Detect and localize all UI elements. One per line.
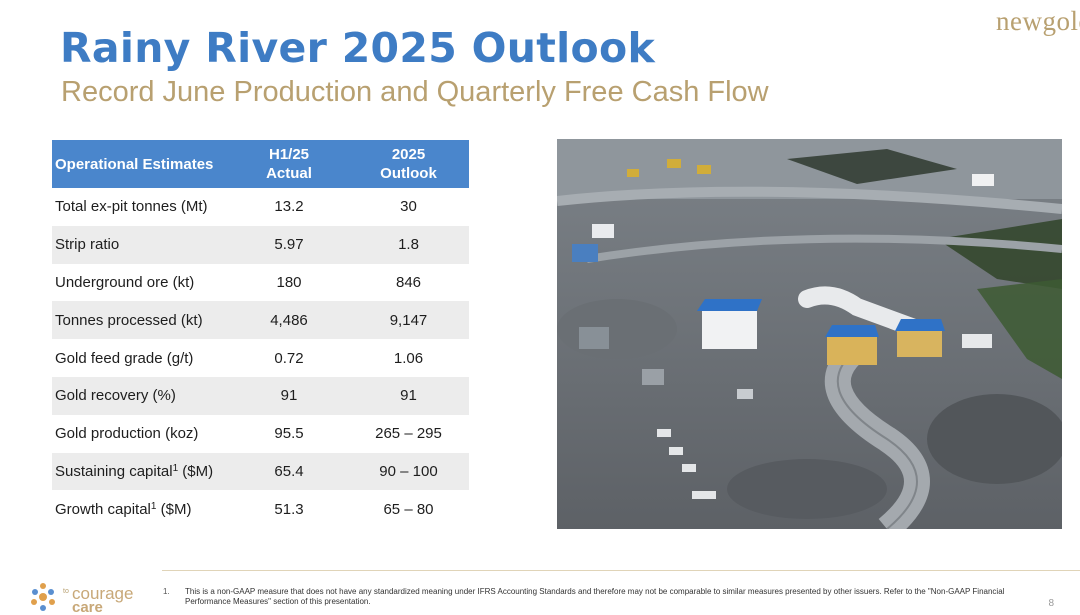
mine-site-illustration [557, 139, 1062, 529]
row-label: Gold feed grade (g/t) [52, 339, 230, 377]
footnote-text: This is a non-GAAP measure that does not… [185, 587, 1005, 606]
row-label: Strip ratio [52, 225, 230, 264]
header-label: Operational Estimates [55, 155, 214, 173]
row-label-text: Strip ratio [55, 236, 120, 254]
row-h1-actual: 91 [230, 376, 348, 415]
row-label: Gold production (koz) [52, 414, 230, 453]
table-row: Sustaining capital1 ($M) 65.4 90 – 100 [52, 452, 469, 491]
row-label-text: Sustaining capital [55, 462, 173, 480]
row-h1-actual: 0.72 [230, 339, 348, 377]
row-h1-actual: 13.2 [230, 188, 348, 226]
row-2025-outlook: 265 – 295 [348, 414, 469, 453]
row-label-text: Gold production (koz) [55, 425, 199, 443]
table-row: Growth capital1 ($M) 51.3 65 – 80 [52, 490, 469, 529]
footer-divider [162, 570, 1080, 571]
row-2025-outlook: 65 – 80 [348, 490, 469, 529]
table-row: Gold recovery (%) 91 91 [52, 376, 469, 415]
row-label: Sustaining capital1 ($M) [52, 452, 230, 491]
footnote-marker: 1 [172, 462, 179, 474]
row-label-text: Gold recovery (%) [55, 387, 176, 405]
header-h1-actual: H1/25 Actual [230, 140, 348, 188]
people-circle-icon: to courage care [31, 583, 133, 615]
row-label: Total ex-pit tonnes (Mt) [52, 188, 230, 226]
row-2025-outlook: 1.8 [348, 225, 469, 264]
slide-subtitle: Record June Production and Quarterly Fre… [61, 76, 769, 108]
header-label-line2: Actual [266, 165, 312, 182]
row-h1-actual: 95.5 [230, 414, 348, 453]
operational-estimates-table: Operational Estimates H1/25 Actual 2025 … [52, 140, 469, 529]
row-h1-actual: 5.97 [230, 225, 348, 264]
logo-small-text: to [63, 588, 69, 595]
row-h1-actual: 4,486 [230, 301, 348, 340]
table-row: Underground ore (kt) 180 846 [52, 263, 469, 302]
table-row: Gold feed grade (g/t) 0.72 1.06 [52, 339, 469, 377]
slide-title: Rainy River 2025 Outlook [60, 24, 656, 72]
row-label-unit: ($M) [156, 500, 192, 518]
row-label: Growth capital1 ($M) [52, 490, 230, 529]
header-operational-estimates: Operational Estimates [52, 140, 230, 188]
row-label-text: Tonnes processed (kt) [55, 311, 203, 329]
row-label-text: Underground ore (kt) [55, 273, 195, 291]
row-label-text: Growth capital [55, 500, 151, 518]
footnote-marker: 1 [150, 500, 157, 512]
header-label-line2: Outlook [380, 165, 437, 182]
row-2025-outlook: 91 [348, 376, 469, 415]
table-row: Strip ratio 5.97 1.8 [52, 225, 469, 264]
table-header-row: Operational Estimates H1/25 Actual 2025 … [52, 140, 469, 188]
header-label-line1: H1/25 [268, 146, 310, 163]
row-h1-actual: 180 [230, 263, 348, 302]
row-2025-outlook: 846 [348, 263, 469, 302]
page-number: 8 [1048, 598, 1054, 609]
row-label-unit: ($M) [178, 462, 214, 480]
footnote-number: 1. [163, 587, 170, 596]
row-h1-actual: 65.4 [230, 452, 348, 491]
header-2025-outlook: 2025 Outlook [348, 140, 469, 188]
header-label-line1: 2025 [391, 146, 426, 163]
row-label-text: Total ex-pit tonnes (Mt) [55, 198, 208, 216]
table-row: Tonnes processed (kt) 4,486 9,147 [52, 301, 469, 340]
table-row: Gold production (koz) 95.5 265 – 295 [52, 414, 469, 453]
row-2025-outlook: 30 [348, 188, 469, 226]
row-label-text: Gold feed grade (g/t) [55, 349, 194, 367]
row-h1-actual: 51.3 [230, 490, 348, 529]
newgold-logo: newgold [990, 4, 1080, 44]
row-label: Underground ore (kt) [52, 263, 230, 302]
newgold-logo-text: newgold [996, 6, 1080, 36]
row-2025-outlook: 9,147 [348, 301, 469, 340]
row-2025-outlook: 90 – 100 [348, 452, 469, 491]
row-label: Tonnes processed (kt) [52, 301, 230, 340]
logo-line2: care [72, 599, 103, 615]
mine-site-aerial-photo [557, 139, 1062, 529]
table-row: Total ex-pit tonnes (Mt) 13.2 30 [52, 188, 469, 226]
logo-line1: courage [72, 584, 133, 603]
row-label: Gold recovery (%) [52, 376, 230, 415]
row-2025-outlook: 1.06 [348, 339, 469, 377]
courage-to-care-logo: to courage care [26, 578, 146, 615]
